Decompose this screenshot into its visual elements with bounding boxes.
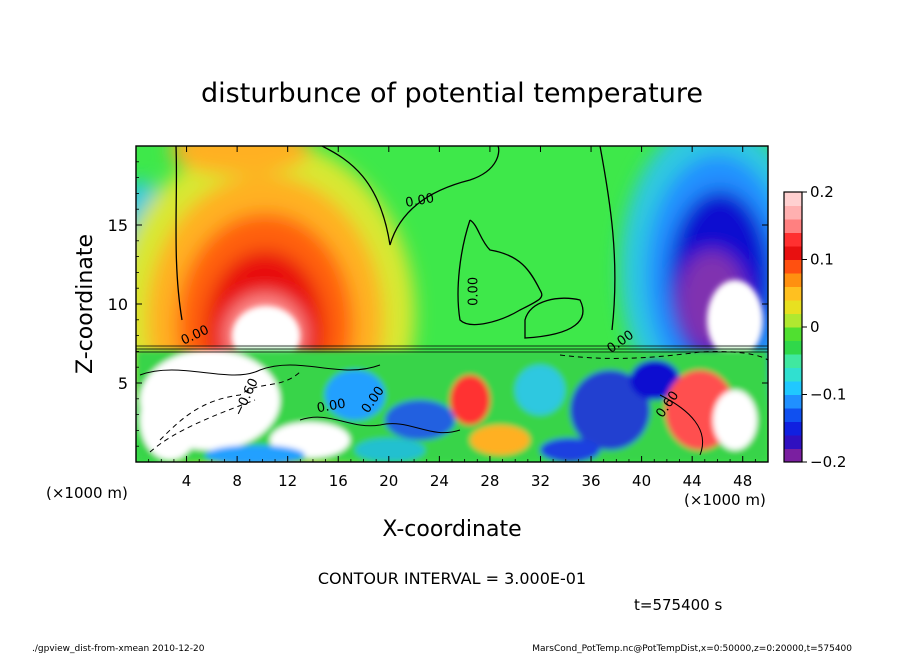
colorbar-step [784,435,802,449]
heatmap-field [136,146,768,462]
colorbar-step [784,327,802,341]
x-tick-label: 28 [480,472,499,490]
x-tick-label: 20 [379,472,398,490]
x-tick-label: 12 [278,472,297,490]
colorbar-step [784,313,802,328]
colorbar-step [784,354,802,368]
colorbar-tick-label: 0 [810,318,820,336]
colorbar-step [784,232,802,247]
colorbar-step [784,340,802,355]
x-tick-label: 40 [632,472,651,490]
x-axis: 4 8 12 16 20 24 28 32 36 40 44 48 [148,146,756,490]
x-axis-label: X-coordinate [382,517,521,542]
y-axis: 5 10 15 [108,161,768,447]
colorbar-step [784,300,802,314]
x-tick-label: 48 [733,472,752,490]
colorbar-step [784,273,802,287]
time-label: t=575400 s [634,596,722,614]
colorbar-step [784,192,802,206]
colorbar-tick-label: 0.2 [810,183,834,201]
x-tick-label: 36 [581,472,600,490]
colorbar-step [784,246,802,260]
x-tick-label: 8 [232,472,242,490]
footer-right: MarsCond_PotTemp.nc@PotTempDist,x=0:5000… [532,644,852,654]
colorbar-step [784,408,802,422]
y-tick-label: 15 [108,216,128,235]
colorbar: 0.2 0.1 0 −0.1 −0.2 [783,183,846,471]
chart-title: disturbunce of potential temperature [201,78,703,109]
colorbar-tick-label: 0.1 [810,251,834,269]
colorbar-tick-label: −0.2 [810,453,846,471]
x-tick-label: 44 [683,472,702,490]
y-tick-label: 10 [108,295,128,314]
contour-label: 0.00 [466,277,481,306]
colorbar-step [784,259,802,274]
colorbar-tick-label: −0.1 [810,386,846,404]
colorbar-step [784,421,802,436]
contour-label: 0.00 [316,397,347,417]
colorbar-step [784,205,802,220]
colorbar-step [784,219,802,233]
x-tick-label: 4 [182,472,192,490]
contour-label: 0.00 [404,191,435,211]
colorbar-step [784,448,802,463]
y-tick-label: 5 [118,374,128,393]
colorbar-step [784,394,802,409]
x-tick-label: 24 [430,472,449,490]
x-unit-left: (×1000 m) [46,484,128,502]
contour-interval: CONTOUR INTERVAL = 3.000E-01 [318,569,586,588]
y-axis-label: Z-coordinate [73,234,98,374]
x-tick-label: 16 [329,472,348,490]
footer-left: ./gpview_dist-from-xmean 2010-12-20 [32,644,205,654]
x-tick-label: 32 [531,472,550,490]
colorbar-step [784,381,802,395]
colorbar-step [784,367,802,382]
x-unit-right: (×1000 m) [684,491,766,509]
colorbar-step [784,286,802,301]
